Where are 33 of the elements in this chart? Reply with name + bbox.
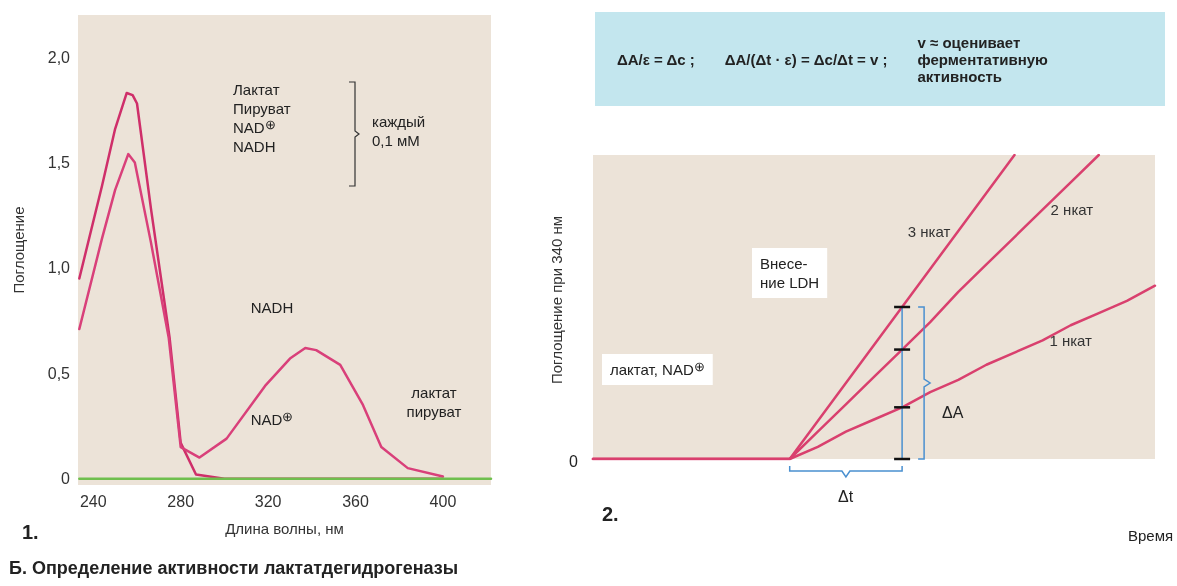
y-axis-title: Поглощение при 340 нм: [547, 215, 565, 385]
y-axis-title: Поглощение: [10, 206, 27, 294]
text: ΔA/(Δt · ε) = Δc/Δt = v ;: [724, 50, 888, 68]
annotation: Лактат Пируват NAD⊕ NADH: [233, 81, 291, 155]
annotation: Внесе- ние LDH: [760, 255, 820, 291]
x-tick-label: 280: [167, 492, 195, 510]
series-label: 2 нкат: [1050, 201, 1094, 219]
x-tick-label: 240: [79, 492, 107, 510]
text: Б. Определение активности лактатдегидрогеназы: [9, 558, 459, 578]
x-axis-title: Время: [1128, 527, 1174, 544]
text: 2.: [602, 503, 619, 525]
annotation: каждый 0,1 мМ: [372, 113, 426, 149]
series-label: 3 нкат: [907, 222, 951, 240]
x-axis-title: Длина волны, нм: [225, 520, 344, 537]
y-tick-label: 1,0: [47, 259, 71, 277]
y-tick-label: 0,5: [47, 364, 71, 382]
y-tick-label: 1,5: [47, 154, 71, 172]
text: 0: [569, 452, 579, 470]
annotation: ΔA: [942, 403, 964, 421]
series-label: 1 нкат: [1049, 332, 1093, 350]
x-tick-label: 400: [429, 492, 457, 510]
annotation: лактат пируват: [406, 384, 462, 420]
x-tick-label: 360: [342, 492, 369, 510]
text: ΔA/ε = Δc ;: [617, 50, 695, 68]
y-tick-label: 0: [61, 470, 71, 488]
text: v ≈ оценивает ферментативную активность: [917, 33, 1049, 85]
annotation: лактат, NAD⊕: [610, 359, 705, 378]
y-tick-label: 2,0: [47, 48, 71, 66]
annotation: NADH: [250, 299, 294, 316]
x-tick-label: 320: [254, 492, 282, 510]
text: 1.: [22, 521, 39, 543]
annotation: NAD⊕: [250, 409, 294, 428]
text: Δt: [838, 487, 854, 505]
